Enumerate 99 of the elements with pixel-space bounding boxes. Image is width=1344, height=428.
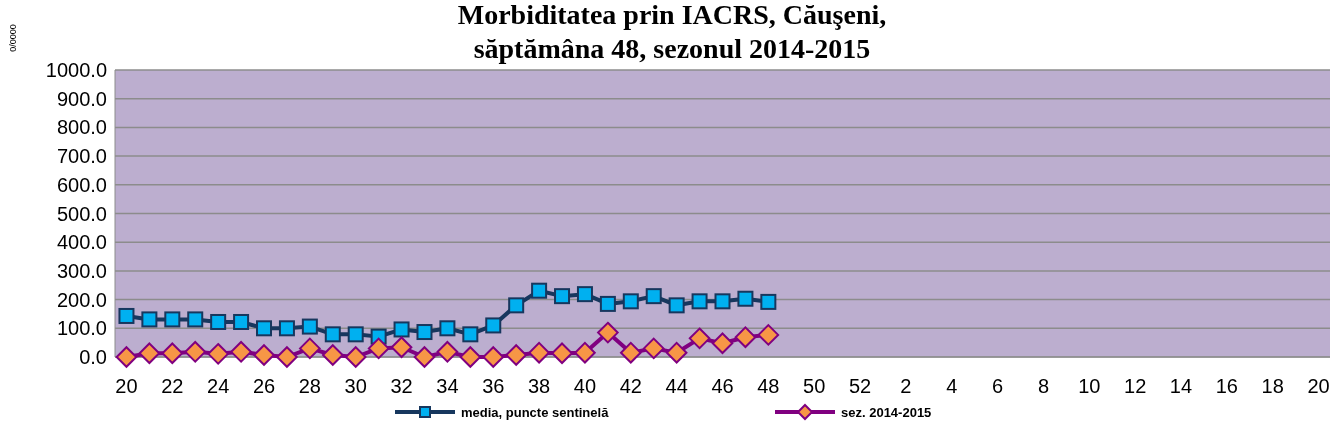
point [551, 342, 573, 365]
x-tick-label: 32 [390, 375, 413, 397]
legend-label: sez. 2014-2015 [841, 404, 932, 420]
x-tick-label: 46 [711, 375, 734, 397]
x-tick-label: 30 [344, 375, 367, 397]
x-tick-label: 20 [1307, 375, 1330, 397]
point [413, 346, 436, 368]
x-tick-label: 42 [619, 375, 642, 397]
point [416, 324, 433, 341]
x-tick-label: 16 [1215, 375, 1238, 397]
point [714, 293, 731, 310]
point [393, 321, 410, 338]
point [711, 332, 734, 355]
point [462, 326, 479, 343]
point [161, 342, 184, 365]
point [531, 282, 548, 299]
x-tick-label: 22 [161, 375, 184, 397]
point [436, 341, 459, 363]
point [115, 346, 138, 368]
point [665, 341, 688, 364]
point [668, 297, 685, 314]
x-tick-label: 52 [848, 375, 872, 397]
point [321, 344, 344, 366]
point [301, 318, 318, 335]
point [138, 342, 161, 365]
x-tick-label: 4 [946, 375, 958, 397]
point [734, 326, 757, 348]
point [620, 341, 642, 364]
y-tick-label: 200.0 [56, 288, 107, 311]
point [187, 311, 204, 328]
y-tick-label: 900.0 [56, 87, 107, 110]
point [554, 288, 571, 305]
point [459, 346, 482, 368]
point [233, 313, 250, 330]
point [757, 324, 780, 346]
point [599, 295, 616, 312]
x-tick-label: 48 [757, 375, 780, 397]
y-axis-title: 0/0000 [8, 24, 18, 52]
point [390, 336, 413, 359]
point [505, 344, 527, 366]
point [118, 307, 135, 324]
point [688, 327, 711, 350]
x-tick-label: 38 [527, 375, 551, 397]
point [347, 326, 364, 343]
point [184, 341, 207, 363]
x-tick-label: 14 [1169, 375, 1193, 397]
point [485, 317, 502, 334]
point [482, 346, 505, 368]
y-tick-label: 0.0 [79, 346, 107, 368]
point [324, 326, 341, 343]
x-tick-label: 28 [298, 375, 321, 397]
x-tick-label: 10 [1078, 375, 1101, 397]
point [508, 297, 525, 314]
y-tick-label: 400.0 [56, 231, 107, 254]
point [141, 311, 158, 328]
x-tick-label: 50 [803, 375, 826, 397]
x-tick-label: 8 [1037, 375, 1050, 397]
point [256, 320, 273, 337]
x-tick-label: 20 [115, 375, 138, 397]
x-tick-label: 2 [900, 375, 912, 397]
y-tick-label: 500.0 [56, 202, 107, 225]
y-tick-label: 800.0 [56, 116, 107, 139]
point [737, 290, 754, 307]
point [574, 341, 596, 364]
point [528, 341, 550, 364]
point [276, 346, 298, 368]
point [278, 320, 295, 337]
point [439, 320, 456, 337]
x-tick-label: 36 [482, 375, 505, 397]
point [622, 293, 639, 310]
y-tick-label: 100.0 [56, 317, 107, 340]
y-tick-label: 600.0 [56, 173, 107, 196]
x-tick-label: 6 [992, 375, 1004, 397]
legend-label: media, puncte sentinelă [461, 404, 610, 420]
point [164, 311, 181, 328]
y-tick-label: 700.0 [56, 145, 107, 168]
x-tick-label: 18 [1261, 375, 1284, 397]
point [210, 313, 227, 330]
x-tick-label: 44 [665, 375, 688, 397]
x-tick-label: 26 [252, 375, 276, 397]
point [207, 343, 229, 365]
chart-title: Morbiditatea prin IACRS, Căuşeni, săptămâna 48, sezonul 2014-2015 [457, 0, 887, 64]
x-tick-label: 12 [1124, 375, 1147, 397]
point [576, 286, 593, 303]
point [253, 344, 275, 366]
point [691, 293, 708, 310]
x-tick-label: 40 [573, 375, 597, 397]
point [760, 293, 777, 310]
point [642, 337, 665, 360]
y-tick-label: 300.0 [56, 259, 107, 282]
point [344, 346, 367, 368]
point [367, 337, 390, 360]
point [597, 321, 619, 344]
point [299, 337, 321, 360]
point [230, 341, 252, 363]
point [645, 288, 662, 305]
y-tick-label: 1000.0 [45, 59, 107, 81]
x-tick-label: 34 [436, 375, 459, 397]
x-tick-label: 24 [207, 375, 230, 397]
